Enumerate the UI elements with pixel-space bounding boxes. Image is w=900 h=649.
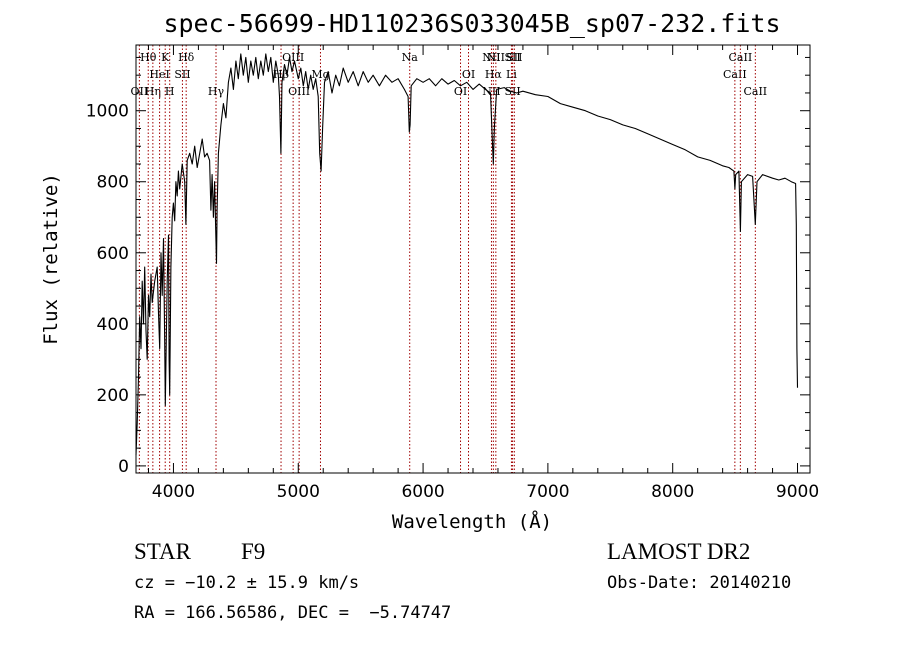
spectral-line-label: Na bbox=[402, 51, 419, 64]
spectral-line-label: OIII bbox=[288, 85, 310, 98]
spectral-line-label: Hθ bbox=[140, 51, 157, 64]
spectral-class: F9 bbox=[241, 539, 266, 564]
y-tick-label: 600 bbox=[97, 244, 129, 264]
y-tick-label: 200 bbox=[97, 386, 129, 406]
spectral-line-label: H bbox=[165, 85, 175, 98]
spectral-line-label: NII bbox=[487, 51, 505, 64]
spectral-line-label: SII bbox=[174, 68, 190, 81]
x-tick-label: 5000 bbox=[277, 482, 320, 502]
y-tick-label: 1000 bbox=[86, 102, 129, 122]
spectral-line-label: CaII bbox=[743, 85, 767, 98]
spectral-line-label: Hα bbox=[485, 68, 503, 81]
spectral-line-label: OIII bbox=[282, 51, 304, 64]
observation-date: Obs-Date: 20140210 bbox=[607, 573, 792, 593]
spectral-line-label: Mg bbox=[311, 68, 329, 81]
x-tick-label: 6000 bbox=[401, 482, 444, 502]
redshift-value: cz = −10.2 ± 15.9 km/s bbox=[134, 573, 360, 593]
object-type: STAR bbox=[134, 539, 191, 564]
spectral-line-label: NII bbox=[482, 51, 500, 64]
x-tick-label: 8000 bbox=[651, 482, 694, 502]
y-axis-label: Flux (relative) bbox=[40, 173, 62, 345]
plot-frame bbox=[135, 44, 811, 474]
spectral-line-label: OII bbox=[131, 85, 149, 98]
spectrum-line bbox=[135, 53, 799, 456]
spectral-line-label: OI bbox=[462, 68, 475, 81]
x-tick-label: 4000 bbox=[152, 482, 195, 502]
survey-name: LAMOST DR2 bbox=[607, 539, 751, 564]
axes: 4000 5000 6000 7000 8000 9000 0 200 400 600 800 100… bbox=[86, 44, 819, 502]
spectral-line-label: CaII bbox=[729, 51, 753, 64]
y-tick-label: 0 bbox=[118, 457, 129, 477]
x-tick-label: 7000 bbox=[526, 482, 569, 502]
spectral-line-label: Li bbox=[506, 68, 517, 81]
spectral-line-label: K bbox=[161, 51, 170, 64]
spectral-line-label: Hη bbox=[145, 85, 161, 98]
spectral-line-label: CaII bbox=[723, 68, 747, 81]
chart-title: spec-56699-HD110236S033045B_sp07-232.fit… bbox=[163, 9, 780, 38]
spectral-line-label: SII bbox=[506, 51, 522, 64]
x-tick-label: 9000 bbox=[776, 482, 819, 502]
y-tick-label: 800 bbox=[97, 173, 129, 193]
spectral-line-label: Hδ bbox=[178, 51, 195, 64]
spectrum-series bbox=[135, 53, 799, 456]
spectral-line-label: NII bbox=[482, 85, 500, 98]
spectral-line-label: OI bbox=[454, 85, 467, 98]
spectral-line-label: Hγ bbox=[208, 85, 225, 98]
y-tick-label: 400 bbox=[97, 315, 129, 335]
x-axis-label: Wavelength (Å) bbox=[392, 510, 552, 533]
spectral-line-label: SII bbox=[504, 51, 520, 64]
coordinates: RA = 166.56586, DEC = −5.74747 bbox=[134, 603, 452, 623]
spectral-line-label: HeI bbox=[149, 68, 169, 81]
